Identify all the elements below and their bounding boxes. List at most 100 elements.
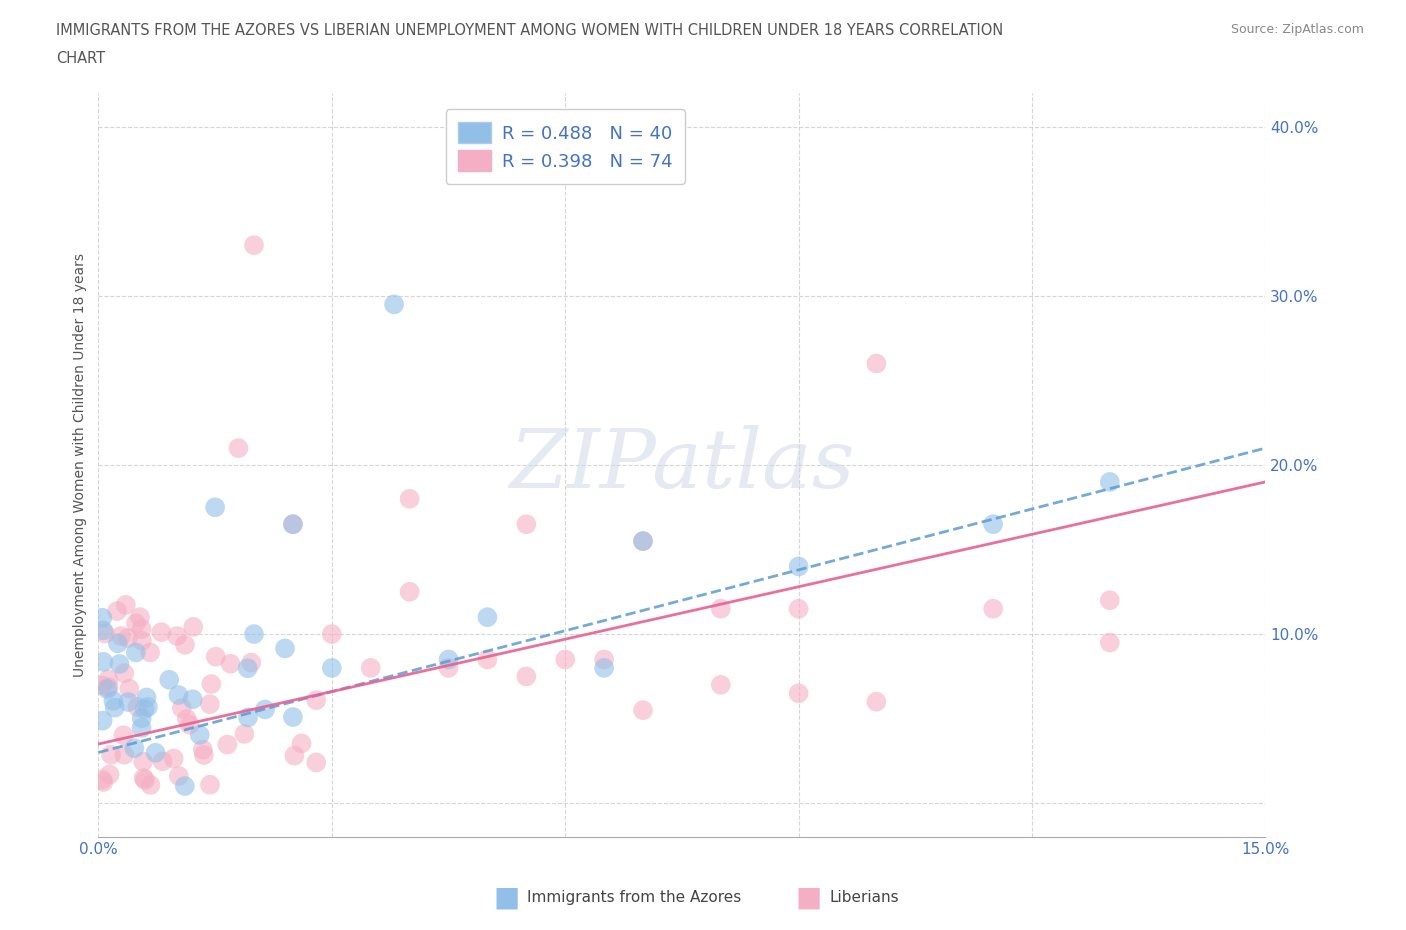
Point	[91, 623, 114, 638]
Point	[127, 699, 149, 714]
Point	[125, 616, 148, 631]
Point	[163, 751, 186, 766]
Point	[132, 754, 155, 769]
Point	[103, 694, 125, 709]
Point	[181, 619, 204, 634]
Point	[117, 695, 139, 710]
Point	[110, 629, 132, 644]
Point	[787, 602, 810, 617]
Point	[131, 621, 153, 636]
Point	[176, 711, 198, 726]
Point	[219, 657, 242, 671]
Point	[134, 773, 156, 788]
Point	[124, 740, 146, 755]
Point	[108, 657, 131, 671]
Point	[97, 680, 120, 695]
Point	[107, 636, 129, 651]
Point	[253, 702, 276, 717]
Point	[145, 745, 167, 760]
Point	[93, 655, 115, 670]
Point	[167, 687, 190, 702]
Point	[93, 775, 115, 790]
Point	[243, 627, 266, 642]
Point	[631, 703, 654, 718]
Text: ZIPatlas: ZIPatlas	[509, 425, 855, 505]
Point	[787, 685, 810, 700]
Point	[281, 517, 304, 532]
Point	[710, 602, 733, 617]
Text: ■: ■	[796, 884, 821, 911]
Point	[240, 655, 263, 670]
Point	[136, 699, 159, 714]
Point	[1098, 474, 1121, 489]
Point	[981, 517, 1004, 532]
Point	[112, 748, 135, 763]
Point	[236, 661, 259, 676]
Point	[125, 645, 148, 660]
Text: IMMIGRANTS FROM THE AZORES VS LIBERIAN UNEMPLOYMENT AMONG WOMEN WITH CHILDREN UN: IMMIGRANTS FROM THE AZORES VS LIBERIAN U…	[56, 23, 1004, 38]
Point	[135, 690, 157, 705]
Point	[593, 660, 616, 675]
Point	[170, 700, 193, 715]
Point	[150, 625, 173, 640]
Point	[91, 678, 114, 693]
Point	[96, 682, 118, 697]
Text: Immigrants from the Azores: Immigrants from the Azores	[527, 890, 741, 905]
Point	[981, 602, 1004, 617]
Point	[98, 767, 121, 782]
Point	[198, 777, 221, 792]
Point	[437, 660, 460, 675]
Point	[105, 604, 128, 618]
Point	[281, 710, 304, 724]
Point	[290, 736, 312, 751]
Point	[554, 652, 576, 667]
Point	[139, 777, 162, 792]
Point	[477, 652, 499, 667]
Point	[173, 778, 195, 793]
Point	[710, 677, 733, 692]
Point	[131, 633, 153, 648]
Point	[321, 627, 343, 642]
Point	[281, 517, 304, 532]
Point	[100, 748, 122, 763]
Point	[593, 652, 616, 667]
Point	[865, 695, 887, 710]
Point	[157, 672, 180, 687]
Point	[198, 697, 221, 711]
Point	[104, 700, 127, 715]
Text: Liberians: Liberians	[830, 890, 900, 905]
Point	[193, 748, 215, 763]
Point	[129, 610, 152, 625]
Legend: R = 0.488   N = 40, R = 0.398   N = 74: R = 0.488 N = 40, R = 0.398 N = 74	[446, 110, 685, 184]
Point	[112, 666, 135, 681]
Point	[131, 711, 153, 725]
Text: Source: ZipAtlas.com: Source: ZipAtlas.com	[1230, 23, 1364, 36]
Point	[118, 682, 141, 697]
Point	[134, 701, 156, 716]
Point	[174, 637, 197, 652]
Point	[188, 727, 211, 742]
Point	[515, 669, 537, 684]
Point	[94, 626, 117, 641]
Point	[217, 737, 239, 752]
Point	[152, 754, 174, 769]
Point	[91, 610, 114, 625]
Point	[131, 721, 153, 736]
Point	[360, 660, 382, 675]
Point	[477, 610, 499, 625]
Point	[305, 755, 328, 770]
Point	[631, 534, 654, 549]
Point	[181, 692, 204, 707]
Y-axis label: Unemployment Among Women with Children Under 18 years: Unemployment Among Women with Children U…	[73, 253, 87, 677]
Point	[398, 584, 420, 599]
Point	[233, 726, 256, 741]
Point	[204, 649, 226, 664]
Point	[382, 297, 405, 312]
Text: ■: ■	[494, 884, 519, 911]
Point	[112, 728, 135, 743]
Point	[787, 559, 810, 574]
Point	[243, 238, 266, 253]
Point	[91, 713, 114, 728]
Text: CHART: CHART	[56, 51, 105, 66]
Point	[132, 771, 155, 786]
